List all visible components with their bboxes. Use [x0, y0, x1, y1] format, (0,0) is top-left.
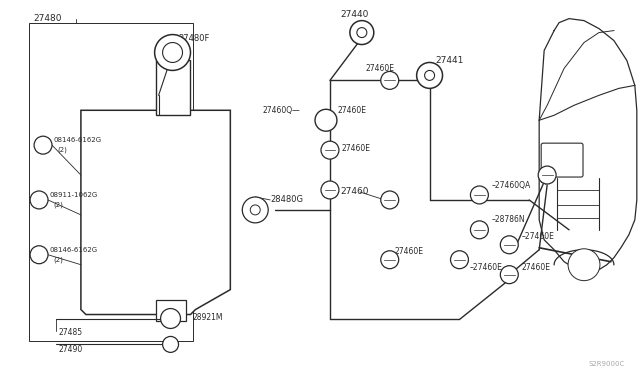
Circle shape: [470, 221, 488, 239]
Circle shape: [424, 70, 435, 80]
Circle shape: [500, 266, 518, 283]
Circle shape: [163, 336, 179, 352]
Text: 27485: 27485: [59, 328, 83, 337]
Polygon shape: [81, 110, 230, 314]
Circle shape: [500, 236, 518, 254]
Circle shape: [381, 191, 399, 209]
Text: (2): (2): [57, 147, 67, 153]
Circle shape: [350, 20, 374, 45]
Circle shape: [250, 205, 260, 215]
Text: 27440: 27440: [340, 10, 369, 19]
Text: 27460E: 27460E: [395, 247, 424, 256]
Text: B: B: [36, 252, 42, 258]
Circle shape: [321, 141, 339, 159]
FancyBboxPatch shape: [541, 143, 583, 177]
Bar: [156, 61, 191, 115]
Circle shape: [321, 181, 339, 199]
Text: 28921M: 28921M: [193, 313, 223, 322]
Circle shape: [357, 28, 367, 38]
Text: 27480: 27480: [33, 14, 61, 23]
Text: (2): (2): [53, 256, 63, 263]
Circle shape: [538, 166, 556, 184]
Text: 08146-6162G: 08146-6162G: [49, 247, 97, 253]
Text: 27460E: 27460E: [365, 64, 394, 73]
Text: 28480G: 28480G: [270, 195, 303, 205]
Circle shape: [243, 197, 268, 223]
Circle shape: [161, 308, 180, 328]
Circle shape: [155, 35, 191, 70]
Text: S2R9000C: S2R9000C: [589, 361, 625, 367]
Circle shape: [451, 251, 468, 269]
Text: N: N: [36, 197, 42, 203]
Text: 27460Q—: 27460Q—: [262, 106, 300, 115]
Text: 27460E: 27460E: [338, 106, 367, 115]
Text: –27460E: –27460E: [521, 232, 554, 241]
Bar: [156, 299, 186, 321]
Circle shape: [381, 251, 399, 269]
Circle shape: [568, 249, 600, 280]
Text: –28786N: –28786N: [492, 215, 525, 224]
Text: 27441: 27441: [436, 56, 464, 65]
Text: –27460E: –27460E: [469, 263, 502, 272]
Text: 27480F: 27480F: [179, 34, 210, 43]
Text: 27460: 27460: [340, 187, 369, 196]
Circle shape: [381, 71, 399, 89]
Circle shape: [34, 136, 52, 154]
Circle shape: [163, 42, 182, 62]
Circle shape: [30, 246, 48, 264]
Text: B: B: [41, 142, 45, 148]
Circle shape: [315, 109, 337, 131]
Text: (2): (2): [53, 202, 63, 208]
Text: 27460E: 27460E: [342, 144, 371, 153]
Bar: [29, 23, 193, 341]
Circle shape: [417, 62, 442, 89]
Circle shape: [30, 191, 48, 209]
Text: 08146-6162G: 08146-6162G: [53, 137, 101, 143]
Text: 27460E: 27460E: [521, 263, 550, 272]
Circle shape: [470, 186, 488, 204]
Text: –27460QA: –27460QA: [492, 180, 531, 189]
Text: 27490: 27490: [59, 345, 83, 354]
Text: 08911-1062G: 08911-1062G: [49, 192, 97, 198]
